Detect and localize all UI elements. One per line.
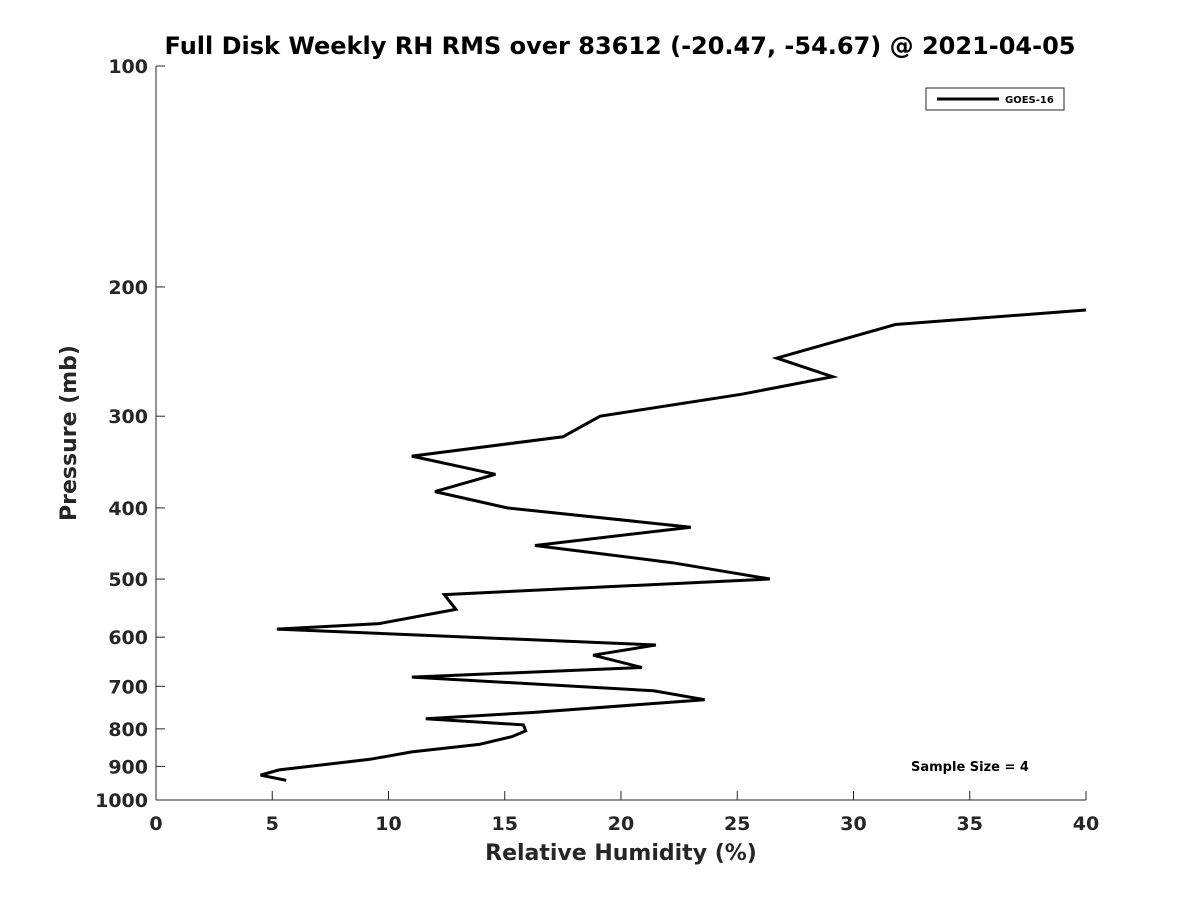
x-tick-label: 15 (492, 813, 518, 835)
y-ticks: 100 200 300 400 500 600 700 800 900 1000 (95, 56, 165, 812)
plot-area: 0 5 10 15 20 25 30 35 40 100 200 300 400 500 600 700 80… (95, 56, 1099, 835)
chart-title: Full Disk Weekly RH RMS over 83612 (-20.… (165, 32, 1076, 60)
y-tick-label: 400 (108, 498, 148, 520)
y-tick-label: 300 (108, 406, 148, 428)
x-axis-label: Relative Humidity (%) (485, 841, 757, 866)
x-tick-label: 10 (375, 813, 401, 835)
legend: GOES-16 (925, 87, 1065, 111)
x-tick-label: 5 (266, 813, 279, 835)
y-tick-label: 200 (108, 277, 148, 299)
x-tick-label: 30 (840, 813, 866, 835)
x-tick-label: 0 (149, 813, 162, 835)
y-tick-label: 800 (108, 719, 148, 741)
y-axis-label: Pressure (mb) (57, 345, 82, 521)
x-tick-label: 40 (1073, 813, 1099, 835)
legend-label: GOES-16 (1005, 95, 1054, 106)
y-tick-label: 700 (108, 676, 148, 698)
y-tick-label: 900 (108, 756, 148, 778)
series-group (260, 308, 1087, 782)
series-line-goes-16 (260, 308, 1087, 782)
x-tick-label: 35 (957, 813, 983, 835)
y-tick-label: 500 (108, 569, 148, 591)
x-tick-label: 20 (608, 813, 634, 835)
sample-size-annotation: Sample Size = 4 (911, 760, 1029, 775)
x-tick-label: 25 (724, 813, 750, 835)
y-tick-label: 100 (108, 56, 148, 78)
y-tick-label: 1000 (95, 790, 148, 812)
y-tick-label: 600 (108, 627, 148, 649)
x-ticks: 0 5 10 15 20 25 30 35 40 (149, 791, 1099, 835)
